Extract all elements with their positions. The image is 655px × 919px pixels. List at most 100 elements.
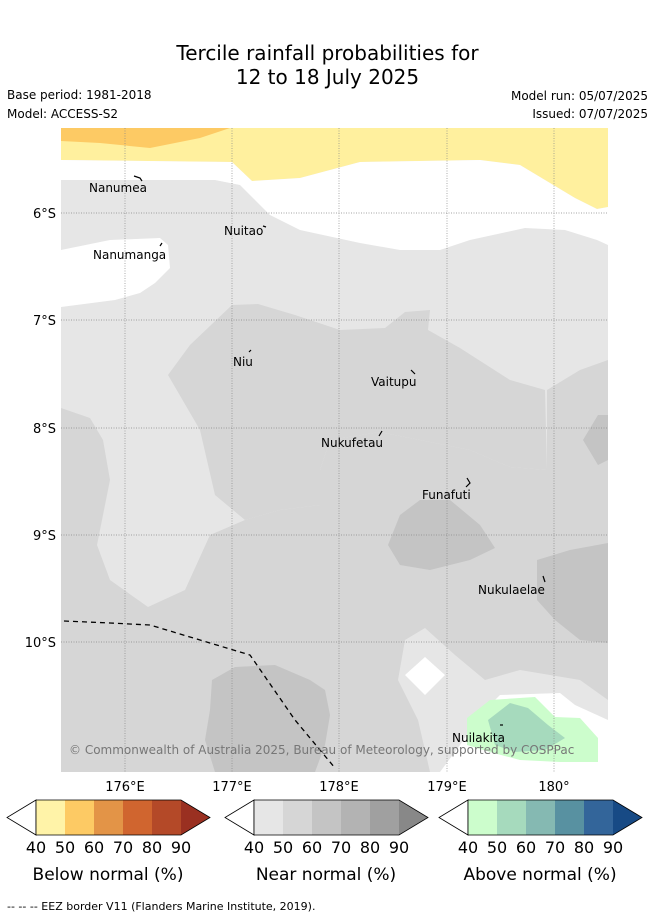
legend-above-tick-90: 90 bbox=[603, 838, 623, 857]
lat-label-6s: 6°S bbox=[33, 207, 56, 222]
lon-label-176e: 176°E bbox=[105, 780, 145, 795]
legend-near-swatch-4 bbox=[341, 800, 370, 835]
above-normal-50-region bbox=[488, 703, 565, 752]
lon-label-178e: 178°E bbox=[319, 780, 359, 795]
legend-above-normal: 40 50 60 70 80 90 Above normal (%) bbox=[438, 799, 643, 885]
legend-below-under-arrow bbox=[6, 799, 37, 836]
legend-near-ticks: 40 50 60 70 80 90 bbox=[244, 838, 409, 857]
legend-near-tick-40: 40 bbox=[244, 838, 264, 857]
legend-below-normal: 40 50 60 70 80 90 Below normal (%) bbox=[6, 799, 211, 885]
legend-near-swatch-3 bbox=[312, 800, 341, 835]
label-nuitao: Nuitao bbox=[224, 224, 263, 238]
island-nukufetau bbox=[378, 430, 383, 437]
title-line-1: Tercile rainfall probabilities for bbox=[176, 41, 479, 65]
legend-above-swatch-5 bbox=[584, 800, 613, 835]
below-normal-40-region bbox=[61, 128, 608, 209]
lat-label-10s: 10°S bbox=[25, 636, 56, 651]
issued-date: Issued: 07/07/2025 bbox=[532, 107, 648, 121]
legend-above-tick-70: 70 bbox=[545, 838, 565, 857]
lat-label-9s: 9°S bbox=[33, 529, 56, 544]
legend-below-swatch-4 bbox=[123, 800, 152, 835]
place-labels: Nanumea Nuitao Nanumanga Niu Vaitupu Nuk… bbox=[89, 181, 545, 745]
near-normal-50-central bbox=[168, 304, 547, 520]
legend-near-tick-70: 70 bbox=[331, 838, 351, 857]
legend-above-ticks: 40 50 60 70 80 90 bbox=[458, 838, 623, 857]
lon-label-180: 180° bbox=[538, 780, 569, 795]
probability-field: Nanumea Nuitao Nanumanga Niu Vaitupu Nuk… bbox=[61, 128, 608, 772]
island-nanumea bbox=[133, 175, 143, 182]
islands bbox=[133, 175, 546, 726]
near-normal-60-east bbox=[583, 415, 608, 465]
label-nukulaelae: Nukulaelae bbox=[478, 583, 545, 597]
copyright-notice: © Commonwealth of Australia 2025, Bureau… bbox=[69, 743, 574, 757]
model-name: Model: ACCESS-S2 bbox=[7, 107, 119, 121]
legend-near-swatch-5 bbox=[370, 800, 399, 835]
lon-label-177e: 177°E bbox=[212, 780, 252, 795]
model-run: Model run: 05/07/2025 bbox=[510, 89, 648, 103]
label-nukufetau: Nukufetau bbox=[321, 436, 383, 450]
legend-below-swatch-3 bbox=[94, 800, 123, 835]
legend-near-swatch-2 bbox=[283, 800, 312, 835]
legend-below-tick-80: 80 bbox=[142, 838, 162, 857]
base-period: Base period: 1981-2018 bbox=[7, 88, 152, 102]
eez-border bbox=[63, 620, 336, 769]
legend-below-tick-90: 90 bbox=[171, 838, 191, 857]
label-nanumanga: Nanumanga bbox=[93, 248, 166, 262]
legend-near-tick-60: 60 bbox=[302, 838, 322, 857]
title-line-2: 12 to 18 July 2025 bbox=[235, 65, 420, 89]
legend-above-tick-50: 50 bbox=[487, 838, 507, 857]
lat-label-8s: 8°S bbox=[33, 422, 56, 437]
legend-near-tick-50: 50 bbox=[273, 838, 293, 857]
legend-near-normal: 40 50 60 70 80 90 Near normal (%) bbox=[224, 799, 429, 885]
legend-below-tick-40: 40 bbox=[26, 838, 46, 857]
legend-above-swatch-4 bbox=[555, 800, 584, 835]
legend-below-tick-70: 70 bbox=[113, 838, 133, 857]
near-normal-60-southeast bbox=[537, 543, 608, 643]
legend-near-under-arrow bbox=[224, 799, 255, 836]
legend-below-tick-60: 60 bbox=[84, 838, 104, 857]
legend-above-tick-60: 60 bbox=[516, 838, 536, 857]
legend-near-swatch-1 bbox=[254, 800, 283, 835]
legend-near-over-arrow bbox=[399, 800, 428, 835]
lat-label-7s: 7°S bbox=[33, 314, 56, 329]
island-funafuti bbox=[465, 477, 471, 488]
map-title: Tercile rainfall probabilities for 12 to… bbox=[0, 41, 655, 89]
legend-above-swatch-3 bbox=[526, 800, 555, 835]
legend-below-tick-50: 50 bbox=[55, 838, 75, 857]
island-nuitao bbox=[262, 225, 267, 228]
graticule bbox=[61, 128, 608, 772]
eez-footnote: -- -- -- EEZ border V11 (Flanders Marine… bbox=[7, 900, 316, 913]
label-vaitupu: Vaitupu bbox=[371, 375, 417, 389]
near-normal-50-south bbox=[61, 360, 608, 772]
white-lobe bbox=[61, 238, 170, 307]
white-band bbox=[61, 160, 608, 250]
legend-above-under-arrow bbox=[438, 799, 469, 836]
legend-above-tick-80: 80 bbox=[574, 838, 594, 857]
latitude-labels: 6°S 7°S 8°S 9°S 10°S bbox=[25, 207, 56, 651]
legend-below-caption: Below normal (%) bbox=[33, 865, 184, 885]
legend-near-tick-90: 90 bbox=[389, 838, 409, 857]
longitude-labels: 176°E 177°E 178°E 179°E 180° bbox=[105, 780, 569, 795]
label-funafuti: Funafuti bbox=[422, 488, 471, 502]
legend-above-swatch-1 bbox=[468, 800, 497, 835]
legend-below-ticks: 40 50 60 70 80 90 bbox=[26, 838, 191, 857]
label-niu: Niu bbox=[233, 355, 253, 369]
island-nukulaelae bbox=[542, 575, 546, 583]
island-niu bbox=[248, 349, 252, 353]
island-nanumanga bbox=[159, 242, 163, 247]
legend-below-swatch-2 bbox=[65, 800, 94, 835]
legend-near-tick-80: 80 bbox=[360, 838, 380, 857]
lon-label-179e: 179°E bbox=[427, 780, 467, 795]
legend-above-tick-40: 40 bbox=[458, 838, 478, 857]
legend-above-over-arrow bbox=[613, 800, 642, 835]
legend-below-swatch-1 bbox=[36, 800, 65, 835]
near-normal-60-southwest bbox=[205, 665, 330, 772]
label-nanumea: Nanumea bbox=[89, 181, 147, 195]
legend-above-caption: Above normal (%) bbox=[463, 865, 616, 885]
legend-near-caption: Near normal (%) bbox=[256, 865, 396, 885]
below-normal-50-region bbox=[61, 128, 230, 148]
legend-above-swatch-2 bbox=[497, 800, 526, 835]
legend-below-over-arrow bbox=[181, 800, 210, 835]
white-diamond bbox=[405, 657, 445, 695]
